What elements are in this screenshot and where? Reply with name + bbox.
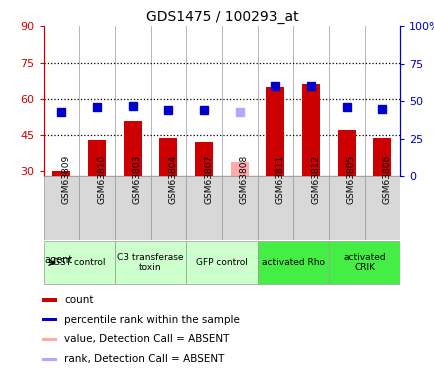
Bar xyxy=(42,318,56,321)
Bar xyxy=(230,162,248,176)
Bar xyxy=(124,121,141,176)
Text: count: count xyxy=(64,295,93,305)
Text: activated Rho: activated Rho xyxy=(261,258,324,267)
Bar xyxy=(43,241,115,284)
Text: GSM63810: GSM63810 xyxy=(97,155,106,204)
Text: GSM63806: GSM63806 xyxy=(381,155,391,204)
Bar xyxy=(159,138,177,176)
Bar xyxy=(257,241,328,284)
Bar xyxy=(364,176,399,240)
Text: GST control: GST control xyxy=(53,258,105,267)
Bar xyxy=(115,241,186,284)
Text: GSM63804: GSM63804 xyxy=(168,155,177,204)
Text: activated
CRIK: activated CRIK xyxy=(342,253,385,272)
Bar xyxy=(42,298,56,302)
Bar xyxy=(328,176,364,240)
Bar xyxy=(42,358,56,361)
Text: GSM63812: GSM63812 xyxy=(310,155,319,204)
Text: GSM63811: GSM63811 xyxy=(275,155,284,204)
Text: rank, Detection Call = ABSENT: rank, Detection Call = ABSENT xyxy=(64,354,224,364)
Title: GDS1475 / 100293_at: GDS1475 / 100293_at xyxy=(145,10,297,24)
Bar xyxy=(293,176,328,240)
Bar xyxy=(186,241,257,284)
Text: GSM63807: GSM63807 xyxy=(204,155,213,204)
Bar xyxy=(79,176,115,240)
Text: value, Detection Call = ABSENT: value, Detection Call = ABSENT xyxy=(64,334,229,345)
Text: agent: agent xyxy=(44,255,72,265)
Text: GSM63809: GSM63809 xyxy=(61,155,70,204)
Bar xyxy=(373,138,391,176)
Bar xyxy=(195,142,213,176)
Text: GSM63805: GSM63805 xyxy=(346,155,355,204)
Bar xyxy=(186,176,221,240)
Bar xyxy=(53,171,70,176)
Text: percentile rank within the sample: percentile rank within the sample xyxy=(64,315,240,325)
Text: GFP control: GFP control xyxy=(195,258,247,267)
Text: GSM63803: GSM63803 xyxy=(132,155,141,204)
Bar xyxy=(115,176,150,240)
Bar xyxy=(221,176,257,240)
Bar xyxy=(302,84,319,176)
Bar xyxy=(88,140,106,176)
Bar xyxy=(43,176,79,240)
Bar xyxy=(328,241,399,284)
Text: GSM63808: GSM63808 xyxy=(239,155,248,204)
Bar xyxy=(257,176,293,240)
Bar xyxy=(150,176,186,240)
Bar xyxy=(42,338,56,341)
Text: C3 transferase
toxin: C3 transferase toxin xyxy=(117,253,183,272)
Bar xyxy=(337,130,355,176)
Bar xyxy=(266,87,284,176)
